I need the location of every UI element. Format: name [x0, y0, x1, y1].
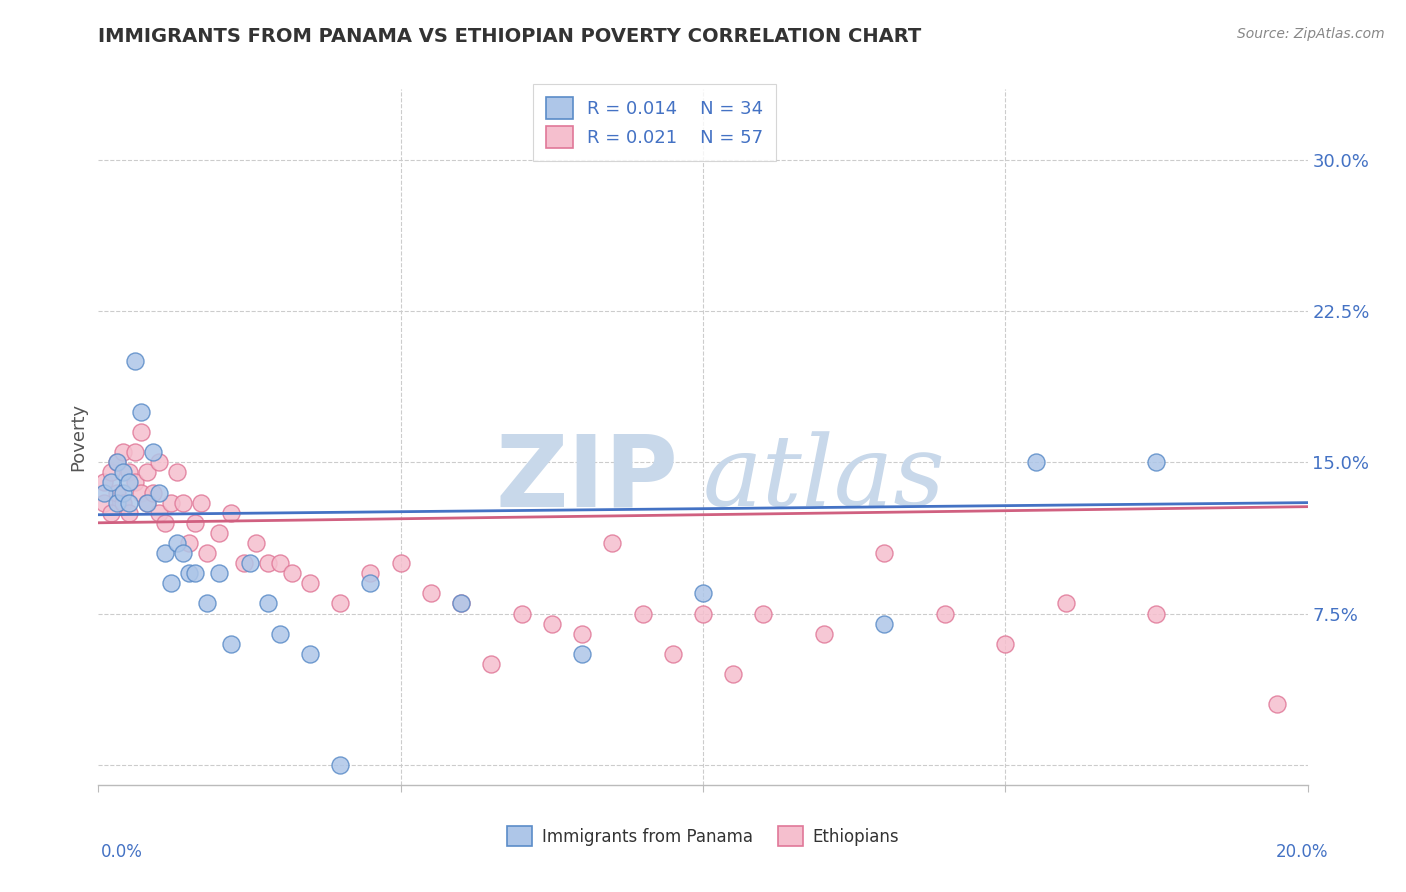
Text: IMMIGRANTS FROM PANAMA VS ETHIOPIAN POVERTY CORRELATION CHART: IMMIGRANTS FROM PANAMA VS ETHIOPIAN POVE… — [98, 27, 922, 45]
Point — [256, 597, 278, 611]
Point — [269, 626, 291, 640]
Point — [195, 597, 218, 611]
Point — [723, 667, 745, 681]
Text: atlas: atlas — [703, 431, 946, 526]
Point — [105, 485, 128, 500]
Point — [420, 586, 443, 600]
Point — [148, 485, 170, 500]
Point — [1267, 698, 1289, 712]
Point — [813, 626, 835, 640]
Point — [118, 466, 141, 480]
Point — [934, 607, 956, 621]
Point — [100, 506, 122, 520]
Point — [1054, 597, 1077, 611]
Point — [111, 466, 134, 480]
Text: ZIP: ZIP — [496, 430, 679, 527]
Point — [118, 495, 141, 509]
Point — [873, 546, 896, 560]
Point — [124, 354, 146, 368]
Point — [510, 607, 533, 621]
Point — [299, 576, 322, 591]
Point — [190, 495, 212, 509]
Point — [105, 455, 128, 469]
Point — [148, 506, 170, 520]
Point — [118, 506, 141, 520]
Point — [118, 475, 141, 490]
Point — [153, 516, 176, 530]
Point — [160, 576, 183, 591]
Point — [129, 485, 152, 500]
Point — [481, 657, 503, 671]
Point — [153, 546, 176, 560]
Point — [129, 405, 152, 419]
Point — [100, 475, 122, 490]
Point — [124, 445, 146, 459]
Point — [239, 556, 262, 570]
Point — [1144, 607, 1167, 621]
Point — [195, 546, 218, 560]
Point — [571, 647, 593, 661]
Point — [129, 425, 152, 439]
Point — [111, 495, 134, 509]
Point — [221, 637, 243, 651]
Point — [100, 466, 122, 480]
Point — [221, 506, 243, 520]
Point — [571, 626, 593, 640]
Point — [752, 607, 775, 621]
Point — [135, 495, 157, 509]
Point — [135, 495, 157, 509]
Point — [994, 637, 1017, 651]
Point — [135, 466, 157, 480]
Point — [360, 566, 382, 581]
Point — [329, 757, 352, 772]
Point — [148, 455, 170, 469]
Point — [692, 586, 714, 600]
Text: 0.0%: 0.0% — [101, 843, 143, 861]
Point — [172, 495, 194, 509]
Legend: Immigrants from Panama, Ethiopians: Immigrants from Panama, Ethiopians — [501, 820, 905, 853]
Point — [281, 566, 304, 581]
Point — [299, 647, 322, 661]
Point — [124, 475, 146, 490]
Point — [184, 566, 207, 581]
Point — [1144, 455, 1167, 469]
Point — [172, 546, 194, 560]
Point — [602, 536, 624, 550]
Point — [166, 536, 188, 550]
Point — [179, 536, 201, 550]
Point — [93, 495, 115, 509]
Point — [111, 445, 134, 459]
Point — [329, 597, 352, 611]
Point — [256, 556, 278, 570]
Point — [142, 445, 165, 459]
Point — [142, 485, 165, 500]
Y-axis label: Poverty: Poverty — [69, 403, 87, 471]
Point — [184, 516, 207, 530]
Point — [661, 647, 683, 661]
Point — [389, 556, 412, 570]
Point — [160, 495, 183, 509]
Text: Source: ZipAtlas.com: Source: ZipAtlas.com — [1237, 27, 1385, 41]
Point — [105, 455, 128, 469]
Point — [1024, 455, 1046, 469]
Point — [166, 466, 188, 480]
Point — [540, 616, 562, 631]
Point — [269, 556, 291, 570]
Point — [93, 475, 115, 490]
Point — [450, 597, 472, 611]
Point — [450, 597, 472, 611]
Point — [631, 607, 654, 621]
Point — [360, 576, 382, 591]
Point — [245, 536, 267, 550]
Point — [105, 495, 128, 509]
Point — [179, 566, 201, 581]
Point — [873, 616, 896, 631]
Point — [93, 485, 115, 500]
Point — [232, 556, 254, 570]
Point — [111, 485, 134, 500]
Point — [208, 566, 231, 581]
Point — [692, 607, 714, 621]
Text: 20.0%: 20.0% — [1277, 843, 1329, 861]
Point — [208, 525, 231, 540]
